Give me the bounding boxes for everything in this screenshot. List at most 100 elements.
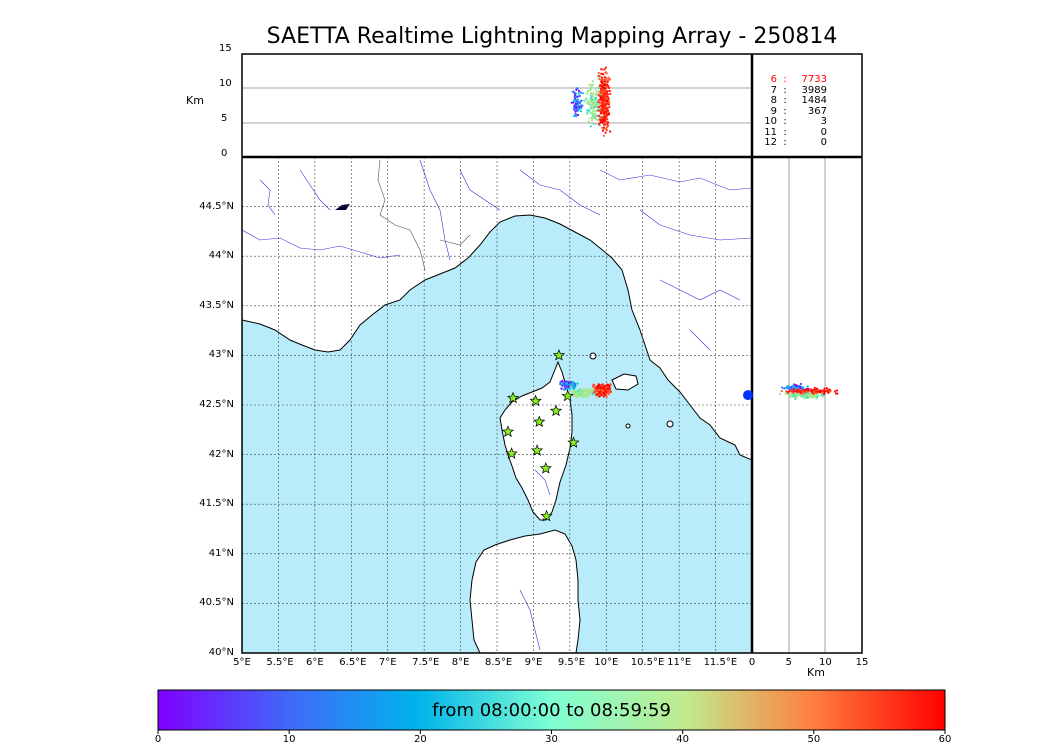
mainland-coast (242, 157, 752, 461)
station-count-n: 8 (770, 95, 777, 106)
station-count-sep: : (783, 126, 787, 138)
colorbar-tick-label: 0 (154, 734, 162, 745)
station-count-sep: : (783, 137, 787, 148)
lat-tick-label: 44.5°N (199, 200, 234, 212)
lon-tick-label: 7.5°E (412, 657, 440, 668)
capraia-island (589, 352, 597, 360)
station-star (501, 425, 515, 437)
corsica-island (499, 360, 573, 521)
station-star (540, 509, 553, 522)
station-count-n: 12 (764, 137, 777, 148)
station-count-value: 0 (820, 126, 827, 138)
lon-tick-label: 10.5°E (630, 657, 665, 668)
colorbar-ticks (157, 730, 946, 734)
side-tick-label: 5 (785, 657, 792, 668)
station-star (533, 415, 546, 428)
side-axis-label: Km (807, 666, 825, 679)
lon-tick-label: 5°E (233, 657, 251, 668)
lat-tick-label: 40.5°N (199, 597, 234, 609)
colorbar-caption: from 08:00:00 to 08:59:59 (432, 700, 671, 721)
station-star (505, 447, 518, 459)
lon-tick-label: 7°E (378, 657, 397, 668)
station-star (567, 436, 580, 448)
station-count-sep: : (783, 95, 787, 106)
station-count-n: 7 (770, 84, 777, 96)
station-count-n: 11 (764, 126, 777, 138)
alt-tick-15: 15 (219, 43, 232, 54)
lat-tick-label: 44°N (208, 250, 234, 262)
station-count-value: 367 (807, 105, 827, 117)
station-count-sep: : (783, 74, 787, 85)
lake-geneva (335, 204, 350, 210)
alt-tick-0: 0 (221, 148, 228, 159)
figure-title: SAETTA Realtime Lightning Mapping Array … (266, 24, 838, 49)
figure-frame (241, 53, 863, 654)
station-count-row: 12: 0 (763, 137, 843, 149)
lon-tick-label: 6°E (306, 657, 324, 668)
station-star (530, 444, 544, 456)
altitude-lat-panel (752, 157, 862, 653)
side-tick-label: 10 (818, 657, 832, 668)
station-star (506, 391, 520, 404)
station-star (552, 348, 566, 361)
colorbar-tick-label: 20 (413, 734, 427, 745)
lon-tick-label: 8.5°E (485, 657, 513, 668)
lon-tick-label: 11.5°E (703, 657, 738, 668)
station-count-row: 6: 7733 (763, 74, 843, 86)
station-count-value: 7733 (801, 74, 827, 85)
lat-tick-label: 40°N (208, 647, 234, 658)
lat-tick-label: 43°N (208, 349, 234, 361)
colorbar-tick-label: 10 (282, 734, 296, 745)
station-count-row: 8: 1484 (763, 95, 843, 107)
lat-tick-label: 43.5°N (199, 299, 234, 311)
station-count-row: 9: 367 (763, 105, 843, 118)
lon-tick-label: 11°E (667, 657, 692, 668)
station-count-table: 6: 7733 7: 3989 8: 1484 9: 367 10: 3 11: 0 12: 0 (763, 74, 843, 149)
station-count-n: 9 (770, 105, 777, 117)
station-count-row: 7: 3989 (763, 84, 843, 97)
station-markers (501, 348, 580, 522)
station-star (529, 394, 542, 407)
colorbar-tick-label: 40 (676, 734, 690, 745)
station-star (549, 404, 563, 417)
country-borders (377, 159, 471, 271)
station-count-value: 3989 (801, 84, 827, 96)
station-count-value: 0 (820, 137, 827, 148)
lon-tick-label: 5.5°E (266, 657, 294, 668)
station-count-n: 6 (770, 74, 777, 85)
map-lightning-sources (559, 379, 613, 399)
colorbar-tick-label: 50 (807, 734, 821, 745)
side-tick-label: 0 (748, 657, 756, 668)
station-star (561, 389, 574, 402)
map-graticule (242, 157, 752, 653)
colorbar-tick-label: 30 (545, 734, 558, 745)
station-star (539, 462, 552, 474)
station-count-sep: : (783, 105, 787, 117)
side-tick-label: 15 (855, 657, 869, 668)
montecristo-island (625, 423, 631, 429)
lat-tick-label: 42.5°N (199, 399, 234, 410)
station-count-sep: : (783, 116, 787, 127)
station-count-row: 10: 3 (763, 116, 843, 128)
station-count-value: 3 (820, 116, 827, 127)
alt-tick-10: 10 (219, 78, 232, 89)
altitude-axis-label: Km (186, 94, 204, 107)
elba-island (611, 373, 639, 391)
station-count-row: 11: 0 (763, 126, 843, 139)
alt-tick-5: 5 (221, 113, 228, 124)
lon-tick-label: 9°E (524, 657, 543, 668)
lon-tick-label: 8°E (451, 657, 470, 668)
lon-tick-label: 9.5°E (557, 657, 586, 668)
lon-tick-label: 10°E (594, 657, 619, 668)
colorbar-tick-label: 60 (938, 734, 952, 745)
lat-tick-label: 42°N (208, 448, 234, 460)
sardinia-island (469, 529, 581, 653)
lat-tick-label: 41.5°N (199, 498, 234, 510)
lat-tick-label: 41°N (208, 547, 234, 559)
altitude-lon-panel (242, 54, 752, 157)
station-count-n: 10 (764, 116, 777, 127)
rivers (242, 159, 752, 651)
lon-tick-label: 6.5°E (339, 657, 367, 668)
